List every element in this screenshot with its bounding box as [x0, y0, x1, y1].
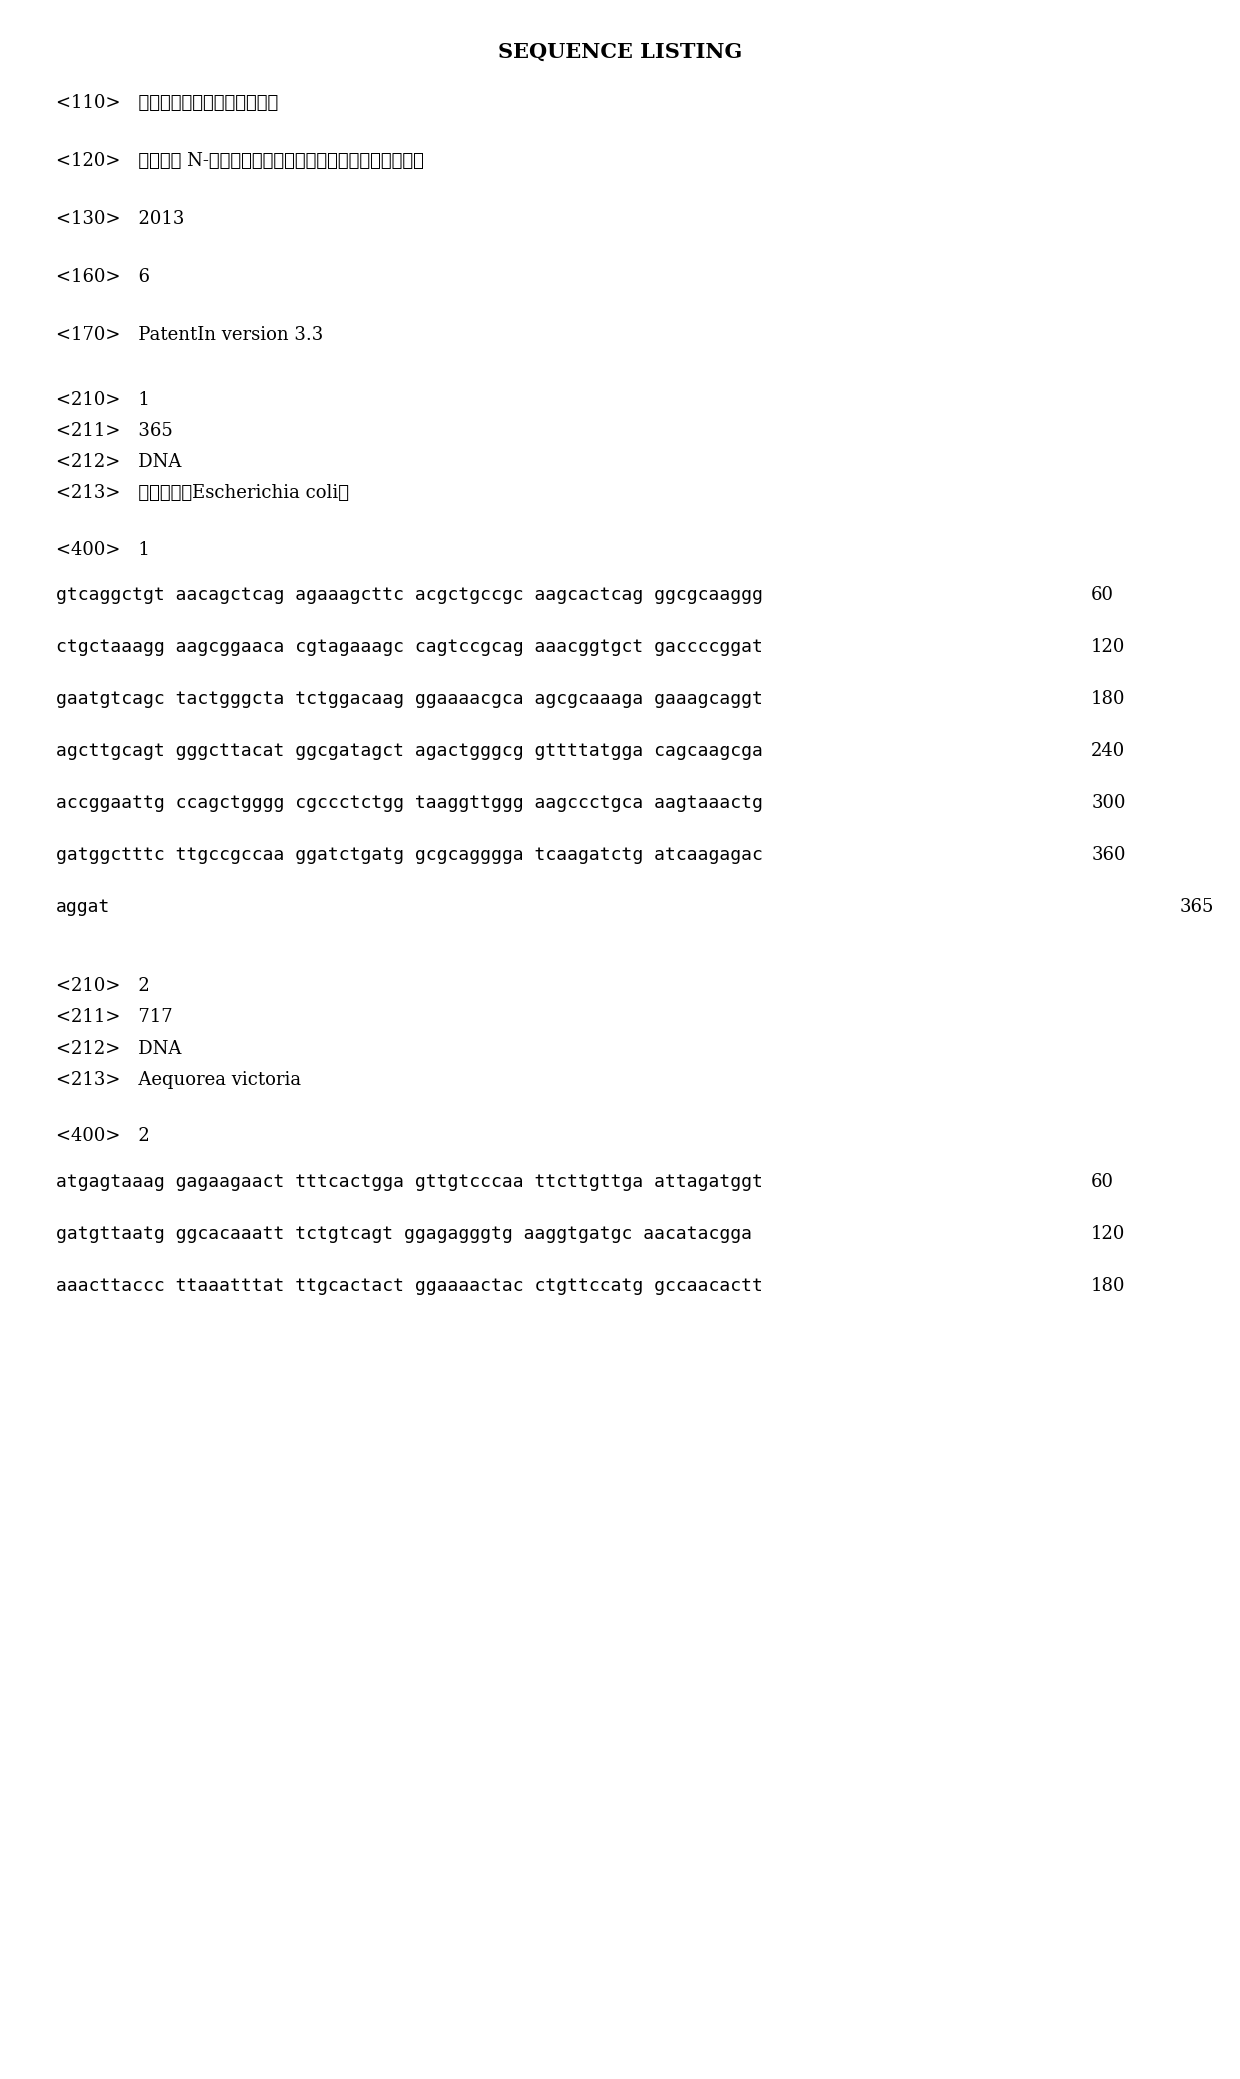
- Text: <130> 2013: <130> 2013: [56, 210, 185, 229]
- Text: <212> DNA: <212> DNA: [56, 453, 181, 472]
- Text: 120: 120: [1091, 1225, 1126, 1243]
- Text: atgagtaaag gagaagaact tttcactgga gttgtcccaa ttcttgttga attagatggt: atgagtaaag gagaagaact tttcactgga gttgtcc…: [56, 1173, 763, 1191]
- Text: gatgttaatg ggcacaaatt tctgtcagt ggagagggtg aaggtgatgc aacatacgga: gatgttaatg ggcacaaatt tctgtcagt ggagaggg…: [56, 1225, 751, 1243]
- Text: <213> 大肠杆菌（Escherichia coli）: <213> 大肠杆菌（Escherichia coli）: [56, 484, 348, 503]
- Text: gatggctttc ttgccgccaa ggatctgatg gcgcagggga tcaagatctg atcaagagac: gatggctttc ttgccgccaa ggatctgatg gcgcagg…: [56, 846, 763, 865]
- Text: 300: 300: [1091, 794, 1126, 813]
- Text: gaatgtcagc tactgggcta tctggacaag ggaaaacgca agcgcaaaga gaaagcaggt: gaatgtcagc tactgggcta tctggacaag ggaaaac…: [56, 690, 763, 709]
- Text: aaacttaccc ttaaatttat ttgcactact ggaaaactac ctgttccatg gccaacactt: aaacttaccc ttaaatttat ttgcactact ggaaaac…: [56, 1277, 763, 1295]
- Text: accggaattg ccagctgggg cgccctctgg taaggttggg aagccctgca aagtaaactg: accggaattg ccagctgggg cgccctctgg taaggtt…: [56, 794, 763, 813]
- Text: <120> 一种响应 N-酰基高丝氨酸内酯的双标记微生物细胞传感器: <120> 一种响应 N-酰基高丝氨酸内酯的双标记微生物细胞传感器: [56, 152, 424, 170]
- Text: 180: 180: [1091, 1277, 1126, 1295]
- Text: 365: 365: [1179, 898, 1214, 917]
- Text: <210> 1: <210> 1: [56, 391, 150, 410]
- Text: 60: 60: [1091, 586, 1115, 605]
- Text: 120: 120: [1091, 638, 1126, 657]
- Text: <211> 365: <211> 365: [56, 422, 172, 441]
- Text: <212> DNA: <212> DNA: [56, 1040, 181, 1058]
- Text: gtcaggctgt aacagctcag agaaagcttc acgctgccgc aagcactcag ggcgcaaggg: gtcaggctgt aacagctcag agaaagcttc acgctgc…: [56, 586, 763, 605]
- Text: 180: 180: [1091, 690, 1126, 709]
- Text: <110> 中国科学院生态环境研究中心: <110> 中国科学院生态环境研究中心: [56, 94, 278, 112]
- Text: ctgctaaagg aagcggaaca cgtagaaagc cagtccgcag aaacggtgct gaccccggat: ctgctaaagg aagcggaaca cgtagaaagc cagtccg…: [56, 638, 763, 657]
- Text: <160> 6: <160> 6: [56, 268, 150, 287]
- Text: agcttgcagt gggcttacat ggcgatagct agactgggcg gttttatgga cagcaagcga: agcttgcagt gggcttacat ggcgatagct agactgg…: [56, 742, 763, 761]
- Text: <400> 2: <400> 2: [56, 1127, 150, 1146]
- Text: 360: 360: [1091, 846, 1126, 865]
- Text: <211> 717: <211> 717: [56, 1008, 172, 1027]
- Text: SEQUENCE LISTING: SEQUENCE LISTING: [498, 42, 742, 62]
- Text: 60: 60: [1091, 1173, 1115, 1191]
- Text: <170> PatentIn version 3.3: <170> PatentIn version 3.3: [56, 326, 324, 345]
- Text: <210> 2: <210> 2: [56, 977, 150, 996]
- Text: <400> 1: <400> 1: [56, 541, 150, 559]
- Text: 240: 240: [1091, 742, 1126, 761]
- Text: <213> Aequorea victoria: <213> Aequorea victoria: [56, 1071, 301, 1089]
- Text: aggat: aggat: [56, 898, 110, 917]
